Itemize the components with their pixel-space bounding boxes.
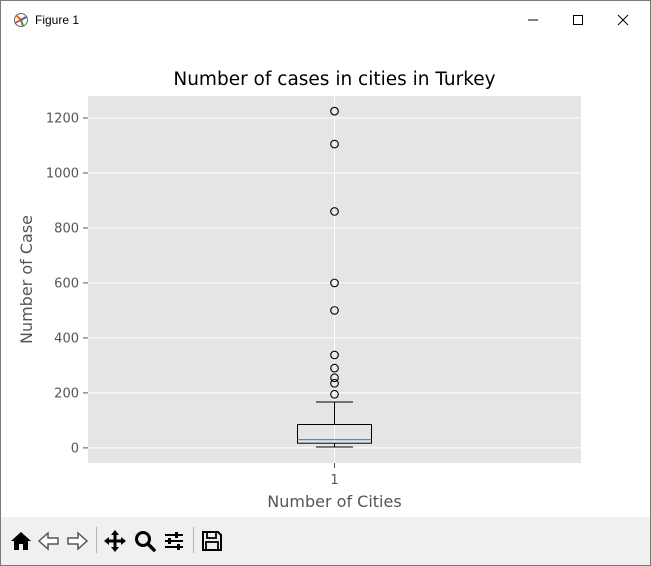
forward-button[interactable] [63,527,91,555]
minimize-icon [527,19,538,21]
back-icon [37,531,59,551]
chart-title: Number of cases in cities in Turkey [173,69,495,90]
y-axis-label: Number of Case [17,215,36,344]
pan-button[interactable] [101,527,129,555]
zoom-button[interactable] [131,527,159,555]
x-axis-label: Number of Cities [267,492,401,511]
outlier-point [330,363,339,373]
outlier-point [330,207,339,216]
y-tick-label: 200 [54,386,79,401]
save-button[interactable] [198,527,226,555]
maximize-button[interactable] [555,1,600,39]
y-tick-label: 0 [71,441,79,456]
outlier-point [330,378,339,388]
outlier-point [330,139,339,149]
window-title: Figure 1 [35,13,80,27]
outlier-point [330,389,339,399]
close-icon [617,14,628,26]
navigation-toolbar [1,517,650,565]
figure-canvas[interactable]: 0 200 400 600 800 1000 1200 1 Number of cases in… [1,39,650,517]
minimize-button[interactable] [510,1,555,39]
x-tick-label: 1 [330,473,338,488]
y-tick-label: 800 [54,221,79,236]
outlier-point [330,373,339,383]
iqr-box [297,424,372,444]
title-bar: Figure 1 [1,1,650,39]
y-tick-label: 1200 [46,111,79,126]
y-tick-label: 1000 [46,166,79,181]
close-button[interactable] [600,1,645,39]
back-button[interactable] [35,527,63,555]
outlier-point [330,278,339,288]
outlier-point [330,306,339,315]
toolbar-separator [96,527,97,553]
home-icon [11,532,31,550]
y-tick-label: 400 [54,331,79,346]
home-button[interactable] [7,527,35,555]
save-icon [202,531,222,551]
zoom-icon [135,531,156,552]
toolbar-separator [193,527,194,553]
box-plot: 0 200 400 600 800 1000 1200 1 Number of cases in… [17,69,581,511]
forward-icon [67,531,89,551]
outlier-point [330,350,339,360]
pan-icon [104,530,126,552]
y-tick-label: 600 [54,276,79,291]
maximize-icon [572,15,583,25]
matplotlib-icon [14,13,28,27]
outlier-point [330,106,339,116]
configure-subplots-icon [165,532,183,550]
configure-subplots-button[interactable] [160,527,188,555]
